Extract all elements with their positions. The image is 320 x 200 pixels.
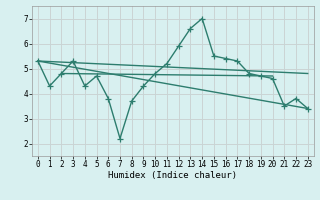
X-axis label: Humidex (Indice chaleur): Humidex (Indice chaleur) (108, 171, 237, 180)
